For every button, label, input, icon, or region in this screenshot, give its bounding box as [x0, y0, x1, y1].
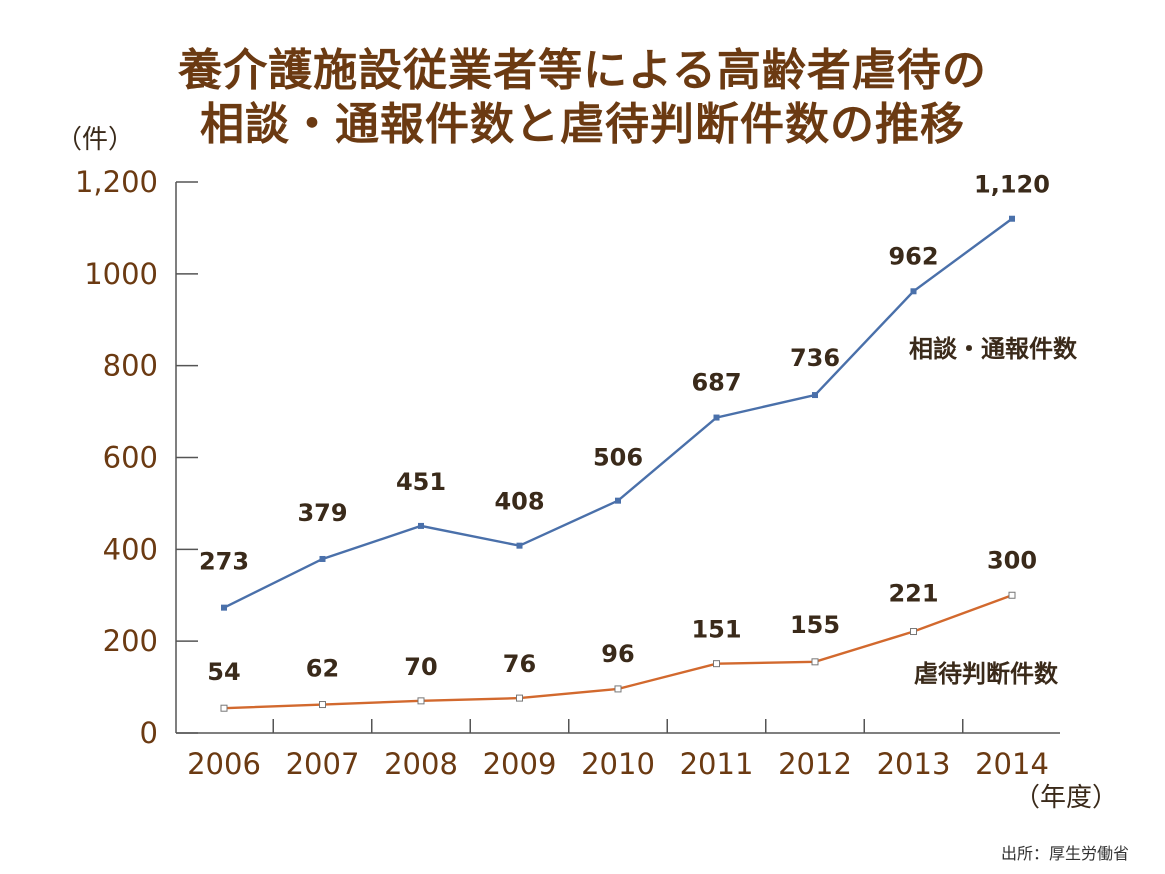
data-label: 155 [790, 611, 840, 639]
data-point [221, 604, 227, 611]
data-label: 687 [691, 369, 741, 397]
data-label: 408 [494, 488, 544, 516]
x-tick-label: 2012 [778, 747, 852, 781]
data-point [417, 697, 425, 705]
data-point [713, 414, 720, 421]
source-note: 出所：厚生労働省 [1000, 844, 1129, 863]
data-point [812, 392, 818, 399]
data-label: 76 [503, 650, 536, 678]
x-tick-label: 2011 [680, 747, 754, 781]
x-tick-label: 2010 [581, 747, 655, 781]
y-tick-label: 1,200 [75, 165, 158, 199]
x-tick-label: 2007 [286, 747, 360, 781]
series-name-label: 相談・通報件数 [909, 335, 1078, 363]
y-tick-label: 1000 [84, 257, 158, 291]
data-point [319, 701, 326, 709]
data-label: 1,120 [974, 171, 1050, 199]
data-point [910, 628, 917, 636]
data-point [418, 522, 424, 529]
data-label: 300 [987, 546, 1037, 574]
data-point [319, 555, 326, 562]
chart-title-line-2: 相談・通報件数と虐待判断件数の推移 [200, 99, 965, 150]
data-label: 379 [297, 499, 347, 527]
data-label: 221 [888, 580, 938, 608]
y-tick-label: 200 [103, 624, 158, 658]
data-label: 962 [888, 242, 938, 270]
data-point [1008, 591, 1016, 599]
data-point [614, 685, 622, 693]
data-label: 273 [199, 548, 249, 576]
chart-title-line-1: 養介護施設従業者等による高齢者虐待の [178, 45, 987, 96]
data-label: 151 [691, 616, 741, 644]
data-label: 96 [601, 640, 634, 668]
data-point [811, 658, 819, 666]
data-point [516, 694, 523, 702]
data-label: 506 [593, 444, 643, 472]
series-name-label: 虐待判断件数 [914, 660, 1059, 688]
x-tick-label: 2006 [187, 747, 261, 781]
x-tick-label: 2013 [877, 747, 951, 781]
data-point [713, 660, 720, 668]
y-tick-label: 600 [103, 441, 158, 475]
data-point [516, 542, 523, 549]
data-point [910, 288, 917, 295]
data-point [220, 704, 228, 712]
data-label: 451 [396, 468, 446, 496]
data-label: 62 [306, 655, 339, 683]
x-tick-label: 2008 [384, 747, 458, 781]
x-tick-label: 2009 [483, 747, 557, 781]
data-label: 54 [207, 658, 240, 686]
data-label: 736 [790, 344, 840, 372]
y-axis-unit-label: （件） [56, 125, 134, 155]
series-line-1 [223, 217, 1013, 609]
y-tick-label: 400 [103, 532, 158, 566]
data-point [1009, 215, 1015, 222]
x-tick-label: 2014 [975, 747, 1049, 781]
x-axis-unit-label: （年度） [1014, 783, 1118, 813]
y-tick-label: 800 [103, 349, 158, 383]
data-point [615, 497, 621, 504]
data-label: 70 [404, 653, 437, 681]
y-tick-label: 0 [140, 716, 158, 750]
